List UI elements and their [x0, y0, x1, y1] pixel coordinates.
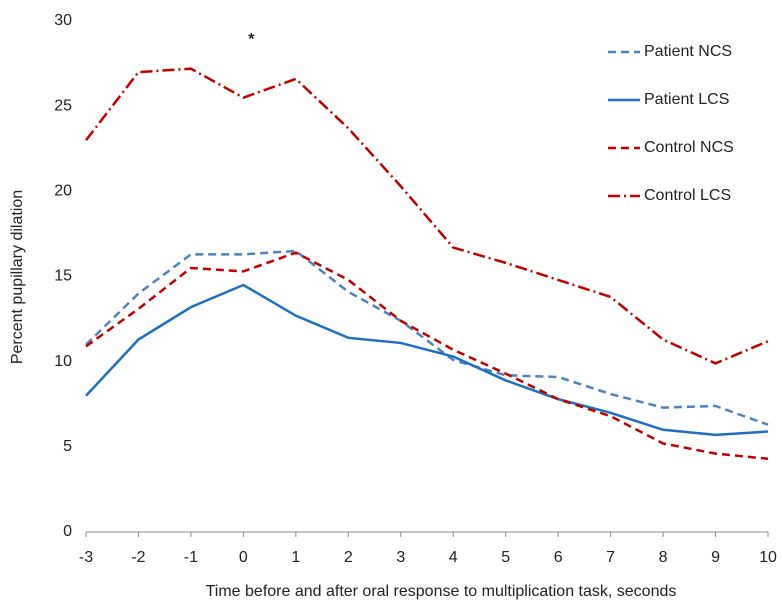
y-tick-label: 30 [54, 12, 72, 29]
x-tick-label: 6 [554, 549, 563, 566]
legend-label: Control NCS [644, 139, 734, 156]
x-tick-label: -2 [131, 549, 145, 566]
y-tick-label: 10 [54, 353, 72, 370]
x-tick-label: 9 [711, 549, 720, 566]
x-tick-label: 3 [396, 549, 405, 566]
x-tick-label: 8 [659, 549, 668, 566]
y-tick-label: 15 [54, 268, 72, 285]
y-axis-title: Percent pupillary dilation [9, 190, 26, 364]
x-tick-label: 5 [501, 549, 510, 566]
x-tick-label: 1 [291, 549, 300, 566]
series-line [85, 249, 769, 426]
series-line [85, 67, 769, 365]
annotation: * [248, 31, 255, 48]
y-tick-label: 5 [63, 438, 72, 455]
x-tick-label: 7 [606, 549, 615, 566]
x-tick-label: -3 [79, 549, 93, 566]
x-tick-label: 10 [759, 549, 777, 566]
series-line [85, 283, 769, 437]
legend-label: Control LCS [644, 187, 731, 204]
x-tick-label: 2 [344, 549, 353, 566]
x-tick-label: 0 [239, 549, 248, 566]
y-tick-label: 0 [63, 523, 72, 540]
y-tick-label: 20 [54, 183, 72, 200]
x-axis-title: Time before and after oral response to m… [206, 583, 677, 600]
series-line [85, 251, 769, 461]
legend-label: Patient LCS [644, 91, 729, 108]
legend-label: Patient NCS [644, 43, 732, 60]
x-tick-label: -1 [184, 549, 198, 566]
x-tick-label: 4 [449, 549, 458, 566]
y-tick-label: 25 [54, 97, 72, 114]
